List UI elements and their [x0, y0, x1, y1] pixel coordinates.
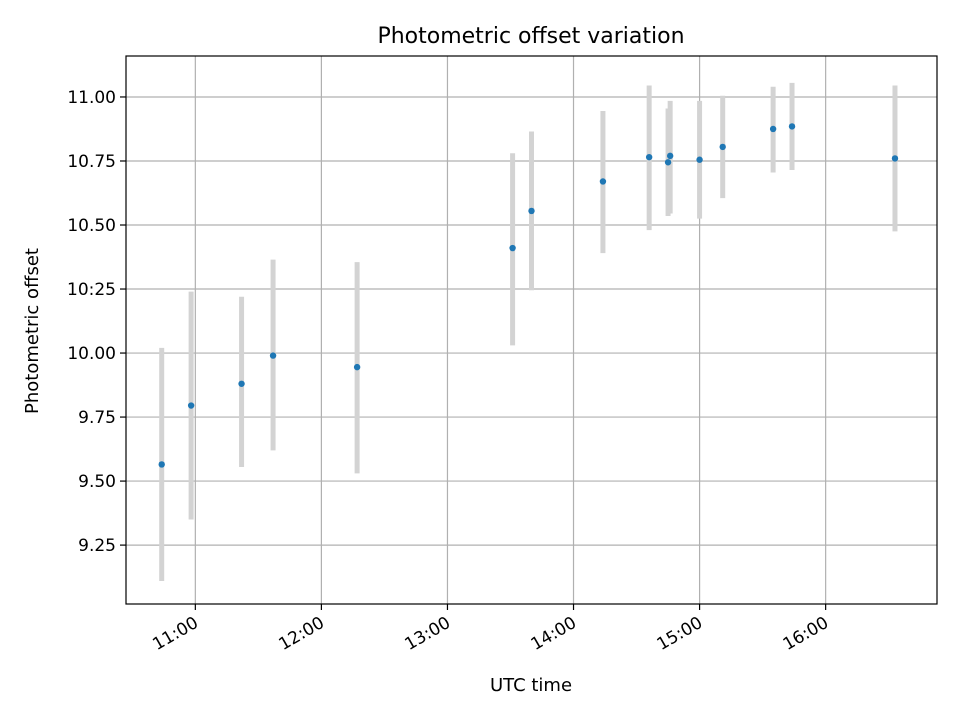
y-tick-label: 11.00	[67, 88, 116, 108]
x-axis-label: UTC time	[490, 675, 572, 696]
data-point	[666, 152, 674, 160]
y-tick-label: 9.75	[78, 408, 116, 428]
data-point	[769, 125, 777, 133]
data-point	[664, 159, 672, 166]
data-point	[353, 363, 361, 371]
data-point	[158, 461, 165, 468]
data-point	[528, 207, 535, 215]
y-tick-label: 9.50	[78, 472, 116, 492]
data-point	[788, 123, 796, 130]
y-axis-ticks: 9.25 9.50 9.75 10.00 10:25 10.50 10.75 11.00	[67, 88, 126, 556]
y-tick-label: 10.50	[67, 216, 116, 236]
y-tick-label: 9.25	[78, 536, 116, 556]
y-tick-label: 10.00	[67, 344, 116, 364]
data-point	[696, 156, 703, 163]
data-point	[891, 155, 899, 162]
y-tick-label: 10:25	[67, 280, 116, 300]
data-point	[509, 244, 516, 252]
data-points	[158, 123, 899, 468]
data-point	[719, 143, 726, 151]
data-point	[187, 402, 195, 409]
data-point	[645, 153, 653, 161]
y-tick-label: 10.75	[67, 152, 116, 172]
plot-frame	[125, 55, 938, 605]
data-point	[599, 178, 607, 185]
data-point	[238, 380, 245, 387]
y-axis-label: Photometric offset	[22, 248, 43, 414]
chart-title: Photometric offset variation	[377, 24, 684, 49]
data-point	[269, 352, 277, 359]
